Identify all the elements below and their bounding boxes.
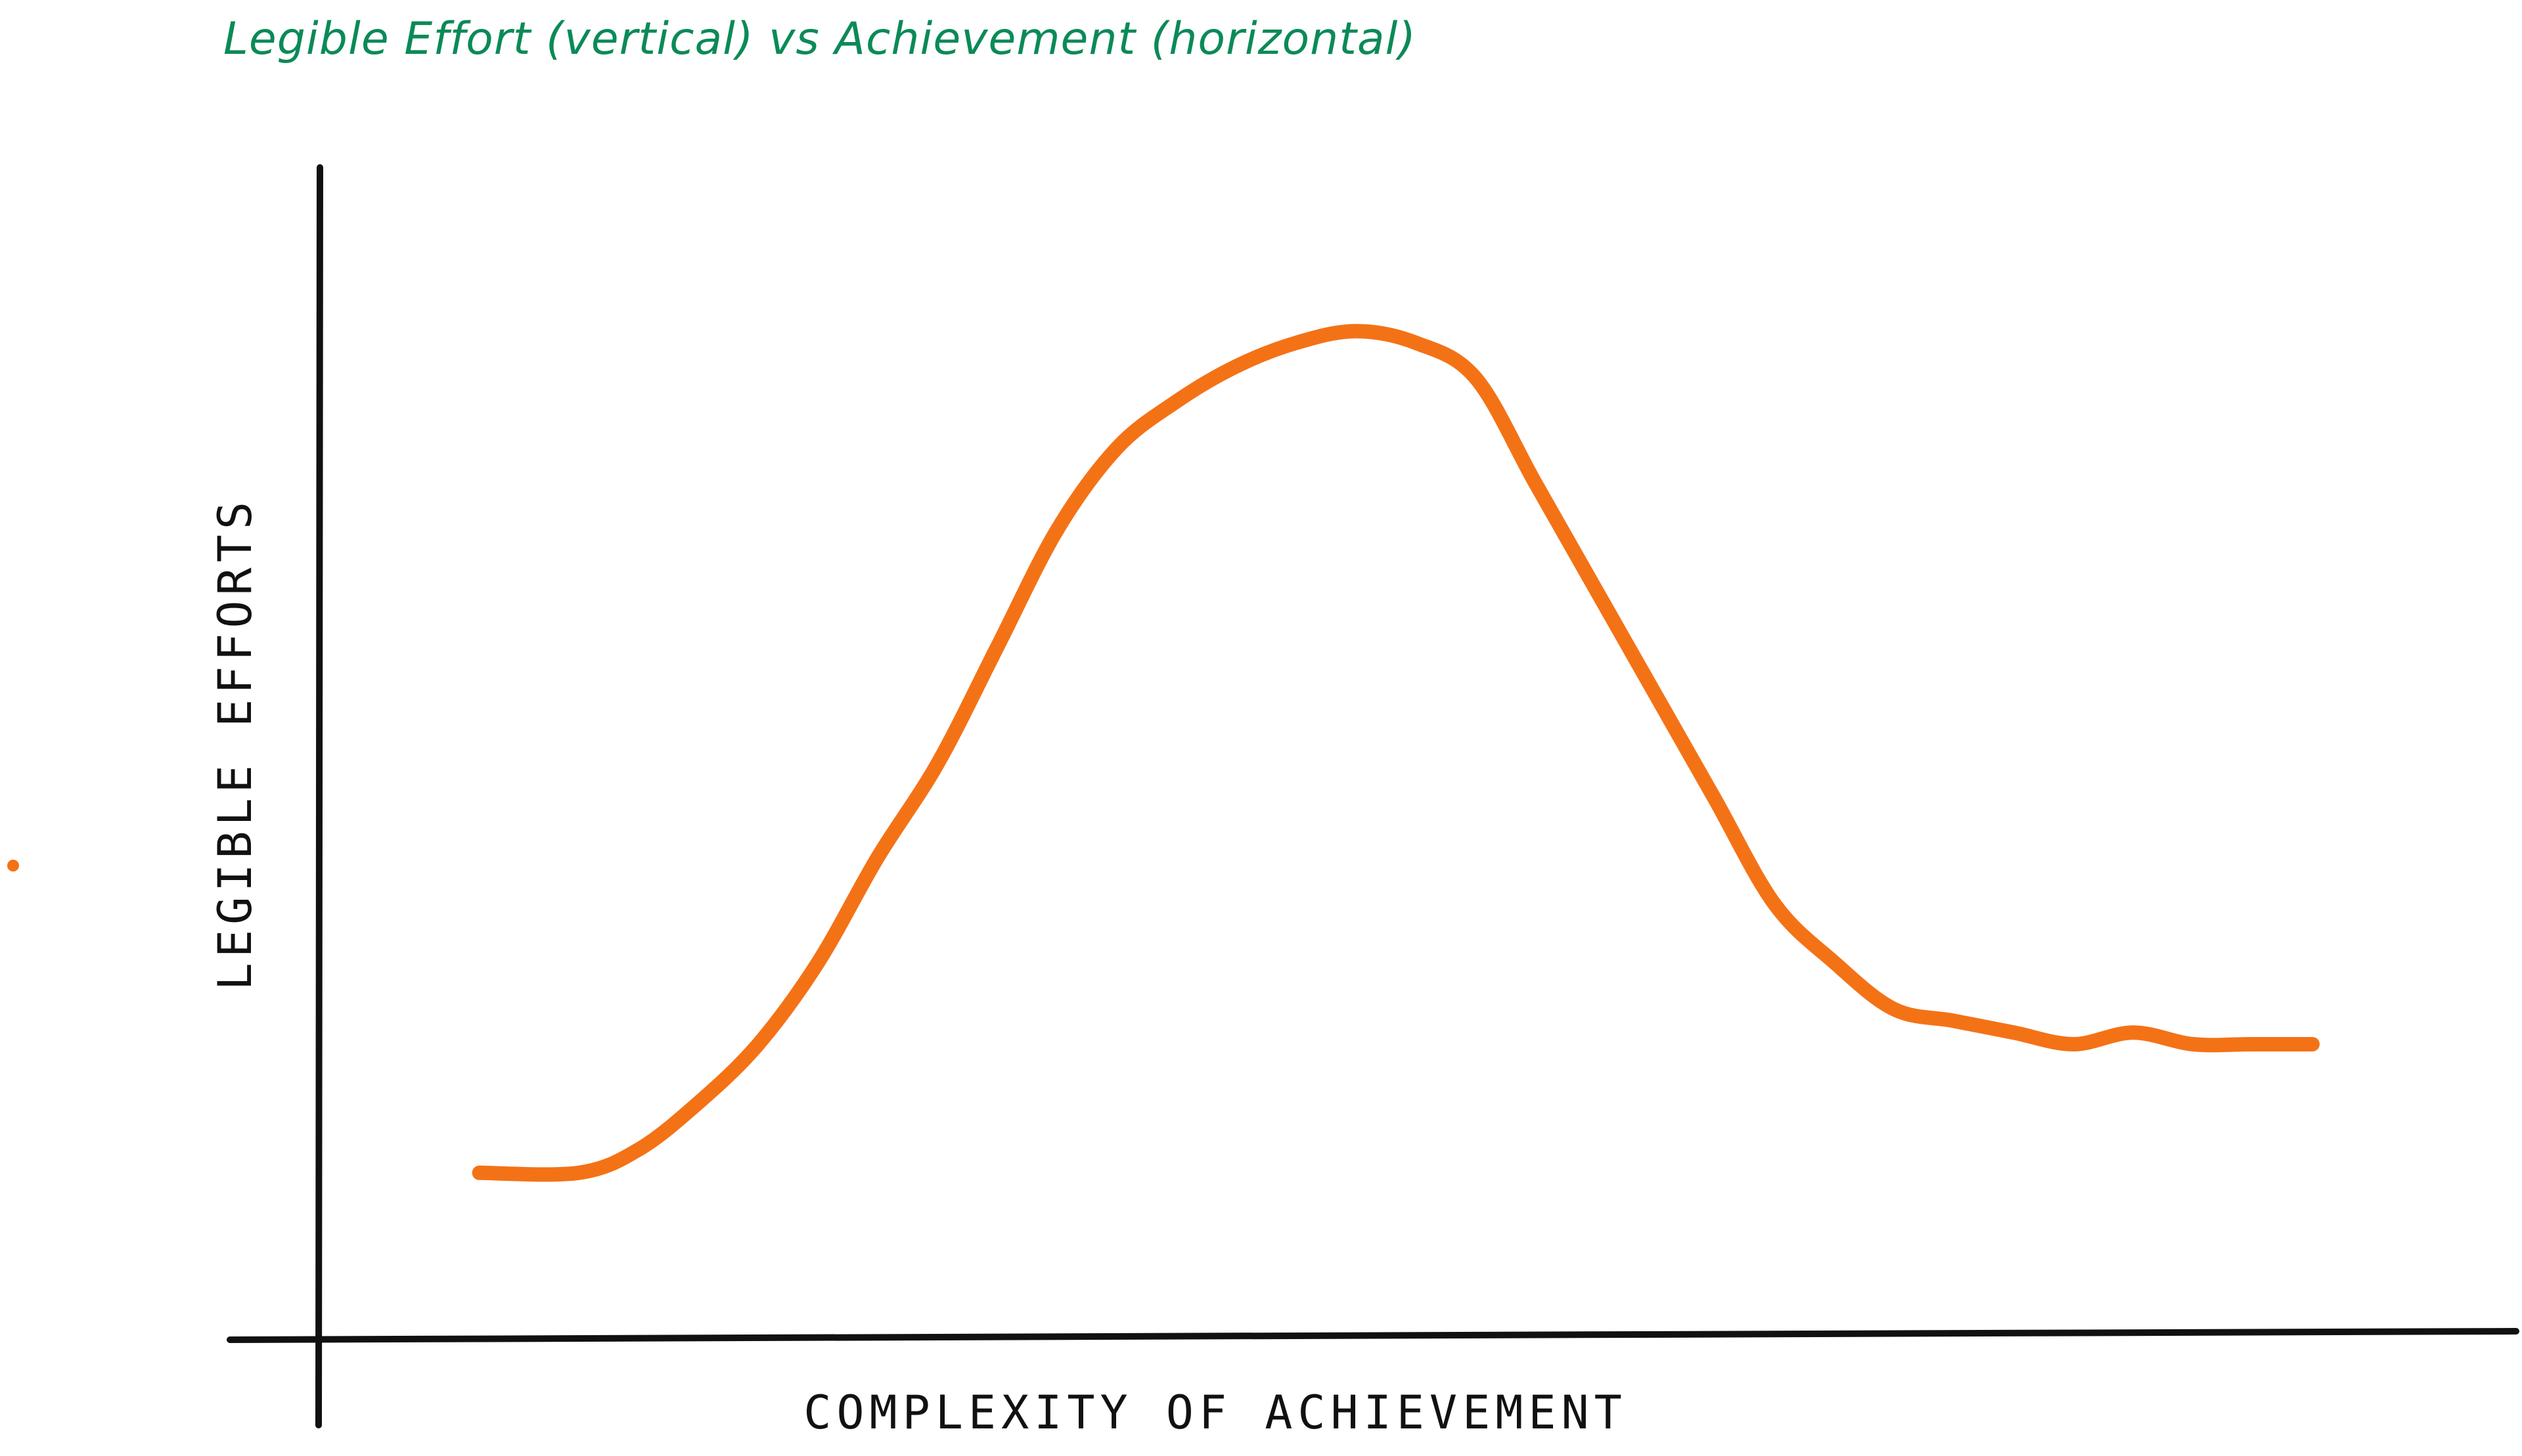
series-line-0 [472,324,2320,1182]
data-point [816,960,820,964]
data-point [995,645,999,649]
data-point [1055,528,1059,532]
data-point [637,1147,641,1151]
data-point [2191,1042,2195,1046]
data-point [478,1171,482,1175]
data-point [1952,1019,1956,1023]
data-point [1772,902,1776,906]
data-point [1175,399,1179,403]
data-point [2251,1042,2255,1046]
data-point [1115,446,1119,450]
data-point [1533,481,1537,485]
data-point [1832,960,1836,964]
data-point [1653,692,1657,695]
data-point [1474,376,1477,380]
chart-title: Legible Effort (vertical) vs Achievement… [223,13,1416,65]
data-point [696,1101,700,1105]
data-point [2310,1042,2314,1046]
y-axis [315,164,323,1428]
series-group [472,324,2320,1182]
x-axis [227,1328,2519,1343]
x-axis-label: COMPLEXITY OF ACHIEVEMENT [803,1386,1627,1440]
data-point [1713,797,1717,801]
data-point [876,855,880,859]
data-point [1354,329,1358,333]
y-axis-label: LEGIBLE EFFORTS [208,496,262,990]
stray-dot [7,860,19,871]
data-point [2071,1042,2075,1046]
data-point [1892,1007,1896,1011]
data-point [577,1171,581,1175]
data-point [1414,341,1418,345]
data-point [1294,341,1298,345]
data-point [756,1042,760,1046]
data-point [1593,586,1597,590]
data-point [1234,364,1238,368]
data-point [935,762,939,766]
data-point [2012,1030,2015,1034]
data-point [2131,1030,2135,1034]
